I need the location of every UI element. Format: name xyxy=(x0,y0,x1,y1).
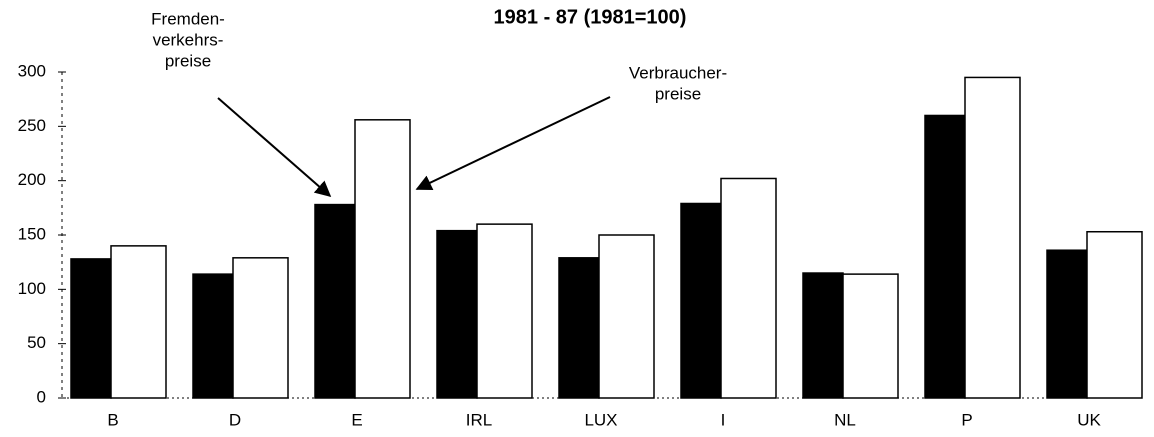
x-tick-label: E xyxy=(351,410,362,429)
chart-title: 1981 - 87 (1981=100) xyxy=(494,6,687,28)
x-tick-label: I xyxy=(721,410,726,429)
annotation: preise xyxy=(165,51,211,70)
bar xyxy=(598,234,655,399)
arrow xyxy=(217,97,332,198)
bar xyxy=(802,272,844,399)
bar xyxy=(192,273,234,399)
bar xyxy=(354,119,411,399)
bar xyxy=(1046,249,1088,399)
x-tick-label: B xyxy=(107,410,118,429)
bar xyxy=(436,229,478,399)
y-tick-label: 250 xyxy=(18,116,46,135)
bar xyxy=(70,258,112,399)
bar xyxy=(680,202,722,399)
bar xyxy=(232,257,289,399)
arrow xyxy=(415,96,611,191)
y-tick-label: 300 xyxy=(18,61,46,80)
annotation: Fremden- xyxy=(151,9,225,28)
y-tick-label: 100 xyxy=(18,279,46,298)
bar xyxy=(720,177,777,399)
y-tick-label: 200 xyxy=(18,170,46,189)
bar xyxy=(1086,230,1143,399)
y-tick-label: 50 xyxy=(27,333,46,352)
bar xyxy=(476,223,533,399)
bar xyxy=(964,76,1021,399)
bar xyxy=(110,245,167,399)
x-tick-label: LUX xyxy=(584,410,617,429)
bar xyxy=(842,273,899,399)
annotation: Verbraucher- xyxy=(629,63,727,82)
bar xyxy=(924,114,966,399)
annotation: verkehrs- xyxy=(153,30,224,49)
x-tick-label: UK xyxy=(1077,410,1101,429)
x-tick-label: NL xyxy=(834,410,856,429)
y-tick-label: 150 xyxy=(18,224,46,243)
bar xyxy=(314,203,356,399)
bar xyxy=(558,257,600,399)
x-tick-label: IRL xyxy=(466,410,492,429)
x-tick-label: P xyxy=(961,410,972,429)
x-tick-label: D xyxy=(229,410,241,429)
y-tick-label: 0 xyxy=(37,387,46,406)
annotation: preise xyxy=(655,84,701,103)
